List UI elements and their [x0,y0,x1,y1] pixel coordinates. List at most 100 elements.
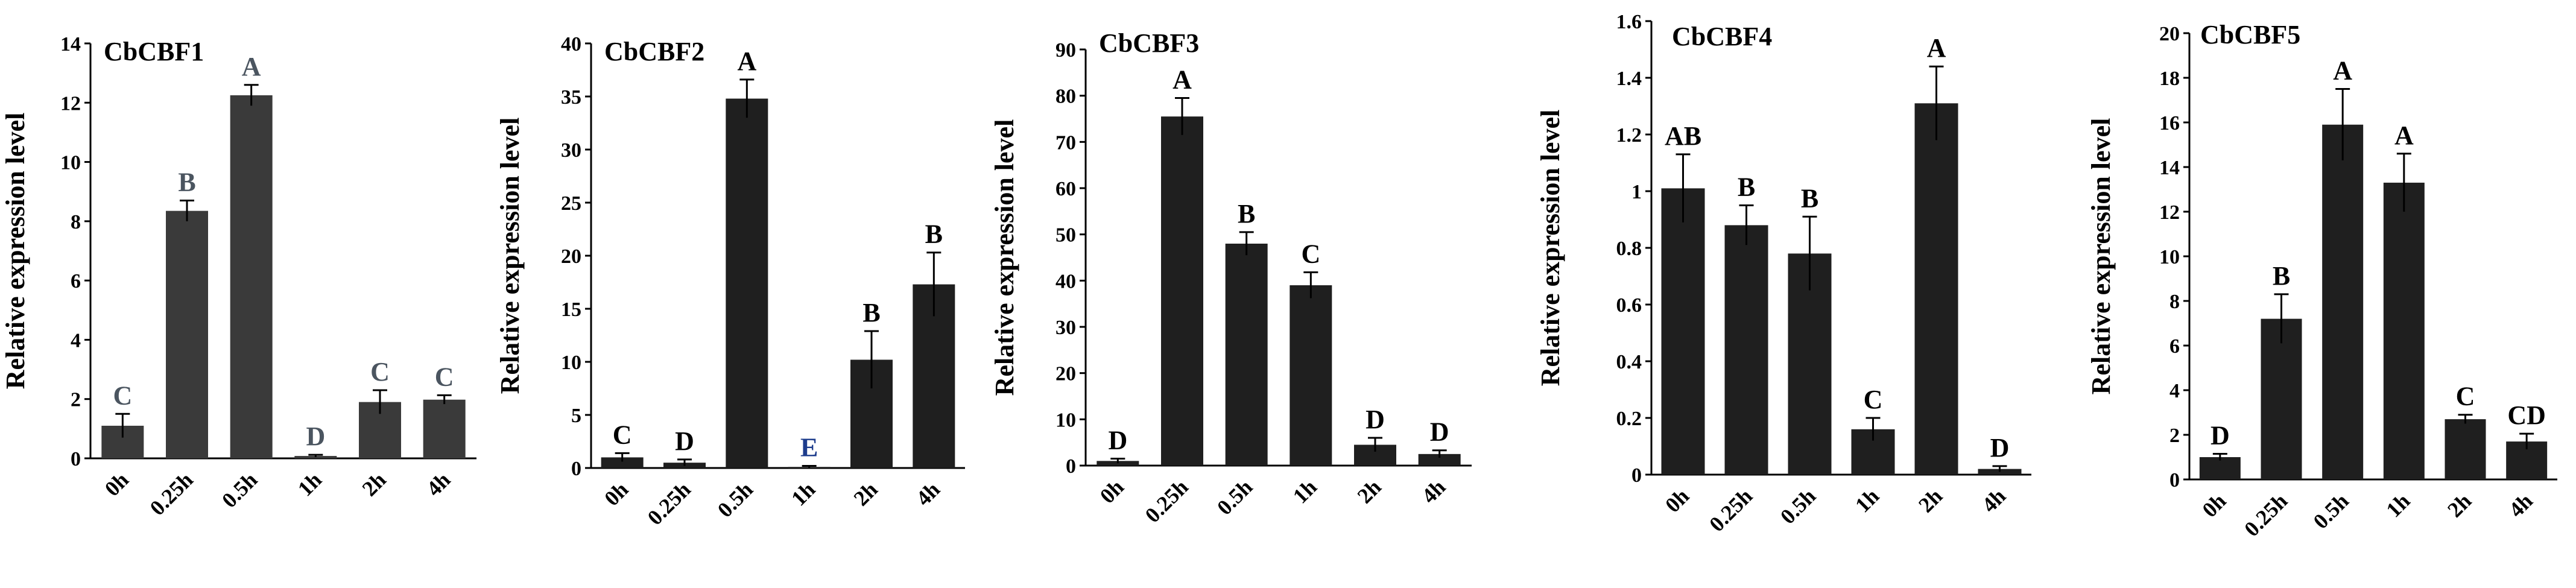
significance-letter: B [178,167,195,197]
x-tick-label: 0h [600,477,633,510]
y-tick-label: 30 [1055,317,1076,339]
y-tick-label: 2 [2169,425,2180,447]
chart-panel-cbcbf1: Relative expression level CbCBF1 0 2 4 6 8 10… [0,0,483,588]
significance-letter: D [1108,426,1127,455]
y-tick-label: 20 [561,245,581,268]
y-tick-label: 25 [561,192,581,215]
chart-svg-cbcbf5: Relative expression level CbCBF5 0 2 4 6 8 10… [2086,20,2557,541]
significance-letter: D [1366,405,1385,434]
y-tick-label: 40 [1055,270,1076,292]
x-tick-label: 0.25h [2239,488,2292,541]
x-tick-label: 4h [911,477,945,510]
chart-panel-cbcbf4: Relative expression level CbCBF4 0 0.2 0.4… [1508,0,2063,588]
y-tick-label: 18 [2159,68,2180,90]
y-tick-label: 35 [561,86,581,109]
bar [2261,318,2302,479]
significance-letter: A [1927,33,1946,63]
x-tick-label: 1h [1850,484,1884,517]
significance-letter: C [435,362,454,391]
bar [1661,188,1705,475]
y-tick-label: 0.6 [1616,294,1642,317]
bar [423,399,466,458]
x-tick-label: 0.25h [643,477,695,530]
y-tick-label: 0 [571,458,581,480]
chart-panel-cbcbf3: Relative expression level CbCBF3 0 10 20 30… [989,0,1490,588]
x-tick-label: 0.5h [713,477,758,522]
bar [1290,285,1332,466]
x-tick-label: 2h [357,467,390,501]
x-tick-label: 0.25h [1704,484,1757,536]
x-tick-label: 1h [786,477,820,510]
significance-letter: D [2210,420,2230,450]
significance-letter: D [675,426,694,456]
y-tick-label: 5 [571,405,581,427]
x-tick-label: 4h [1417,475,1450,508]
y-tick-label: 0.8 [1616,238,1642,260]
y-tick-label: 14 [60,33,81,55]
chart-panel-cbcbf5: Relative expression level CbCBF5 0 2 4 6 8 10… [2081,0,2576,588]
chart-svg-cbcbf2: Relative expression level CbCBF2 0 5 10 15 2… [495,33,965,530]
y-tick-label: 1.6 [1616,11,1642,33]
x-tick-label: 0.5h [2309,488,2353,533]
y-tick-label: 12 [2159,201,2180,224]
y-tick-label: 70 [1055,131,1076,154]
significance-letter: A [2394,121,2414,150]
significance-letter: C [2456,382,2475,411]
y-tick-label: 10 [2159,246,2180,268]
bar [726,98,768,468]
x-tick-label: 2h [2443,488,2476,522]
y-tick-label: 30 [561,139,581,162]
chart-title: CbCBF2 [604,37,704,66]
y-tick-label: 1 [1631,181,1642,203]
y-tick-label: 10 [1055,409,1076,431]
significance-letter: B [925,220,943,249]
y-tick-label: 40 [561,33,581,55]
significance-letter: C [1301,239,1320,269]
y-axis-label: Relative expression level [495,118,525,394]
x-tick-label: 0.5h [1776,484,1820,528]
significance-letter: B [1801,183,1818,213]
significance-letter: A [2333,56,2352,86]
bar [230,95,273,458]
significance-letter: AB [1665,121,1701,151]
y-tick-label: 10 [561,352,581,374]
x-tick-label: 0.25h [1141,475,1193,527]
y-tick-label: 6 [71,270,81,292]
chart-title: CbCBF1 [104,37,204,66]
bar [2199,457,2241,479]
chart-svg-cbcbf4: Relative expression level CbCBF4 0 0.2 0.4… [1536,11,2031,536]
y-tick-label: 16 [2159,112,2180,134]
bar [2322,124,2364,479]
y-tick-label: 50 [1055,224,1076,247]
significance-letter: B [1238,199,1255,229]
chart-svg-cbcbf1: Relative expression level CbCBF1 0 2 4 6 8 10… [1,33,476,520]
x-tick-label: 0h [1660,484,1694,517]
x-tick-label: 0.5h [217,467,262,512]
chart-svg-cbcbf3: Relative expression level CbCBF3 0 10 20 30… [990,28,1472,527]
bar [2445,419,2486,479]
y-tick-label: 0.2 [1616,408,1642,430]
y-tick-label: 4 [71,329,81,352]
significance-letter: B [2273,261,2290,291]
y-axis-label: Relative expression level [2086,118,2116,395]
y-tick-label: 6 [2169,335,2180,358]
x-tick-label: 0.5h [1212,475,1257,519]
y-tick-label: 0.4 [1616,351,1642,373]
chart-title: CbCBF4 [1672,22,1772,51]
significance-letter: C [113,381,132,410]
significance-letter: B [1738,172,1755,202]
y-tick-label: 60 [1055,178,1076,200]
y-axis-label: Relative expression level [1,113,30,390]
y-axis-label: Relative expression level [1536,110,1565,387]
y-tick-label: 2 [71,389,81,411]
y-axis-label: Relative expression level [990,119,1019,396]
y-tick-label: 10 [60,152,81,174]
bar [1418,454,1461,466]
chart-title: CbCBF5 [2200,20,2300,49]
y-tick-label: 8 [2169,291,2180,313]
x-tick-label: 2h [1914,484,1947,517]
y-tick-label: 0 [1066,455,1076,478]
x-tick-label: 4h [2504,488,2537,522]
x-tick-label: 4h [1977,484,2010,517]
x-tick-label: 0h [100,467,133,501]
